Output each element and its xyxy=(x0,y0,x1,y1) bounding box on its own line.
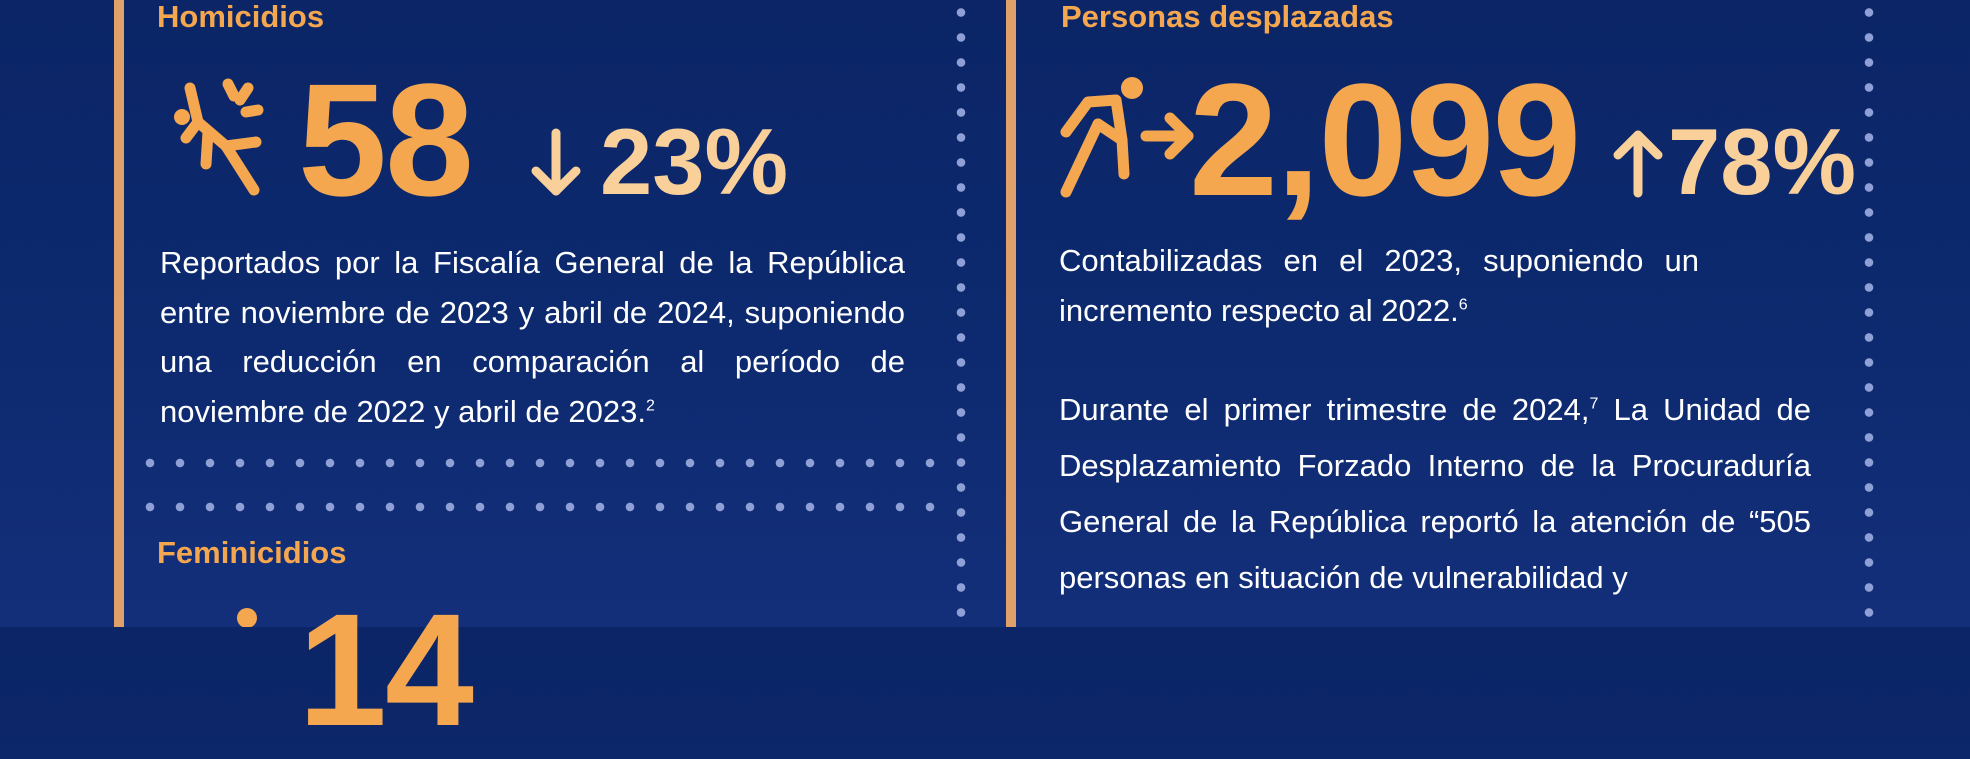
homicidios-description-text: Reportados por la Fiscalía General de la… xyxy=(160,245,905,429)
footnote-6: 6 xyxy=(1458,296,1468,314)
desplazadas-detail: Durante el primer trimestre de 2024,7 La… xyxy=(1059,382,1811,606)
desplazadas-title: Personas desplazadas xyxy=(1061,0,1394,34)
desplazadas-detail-rest: La Unidad de Desplazamiento Forzado Inte… xyxy=(1059,392,1812,595)
center-divider-bar xyxy=(1006,0,1016,627)
dotted-divider-horizontal xyxy=(135,458,955,468)
dotted-divider-vertical xyxy=(956,0,966,627)
homicidios-value: 58 xyxy=(298,50,474,229)
person-falling-icon xyxy=(174,78,264,196)
homicidios-change: 23% xyxy=(600,109,789,214)
person-icon xyxy=(237,608,257,627)
footnote-7: 7 xyxy=(1589,395,1599,413)
desplazadas-description-text: Contabilizadas en el 2023, suponiendo un… xyxy=(1059,243,1699,328)
arrow-down-icon xyxy=(531,128,581,196)
homicidios-title: Homicidios xyxy=(157,0,325,34)
desplazadas-detail-start: Durante el primer trimestre de 2024, xyxy=(1059,392,1590,427)
desplazadas-change: 78% xyxy=(1668,109,1857,214)
homicidios-description: Reportados por la Fiscalía General de la… xyxy=(160,238,905,436)
desplazadas-value: 2,099 xyxy=(1189,50,1581,229)
desplazadas-description: Contabilizadas en el 2023, suponiendo un… xyxy=(1059,236,1699,335)
arrow-up-icon xyxy=(1613,130,1663,198)
footnote-2: 2 xyxy=(646,397,655,415)
feminicidios-value: 14 xyxy=(298,580,474,759)
dotted-divider-horizontal xyxy=(135,502,955,512)
dotted-divider-right xyxy=(1864,0,1874,627)
person-running-icon xyxy=(1060,77,1194,198)
feminicidios-title: Feminicidios xyxy=(157,535,347,570)
left-divider-bar xyxy=(114,0,124,627)
